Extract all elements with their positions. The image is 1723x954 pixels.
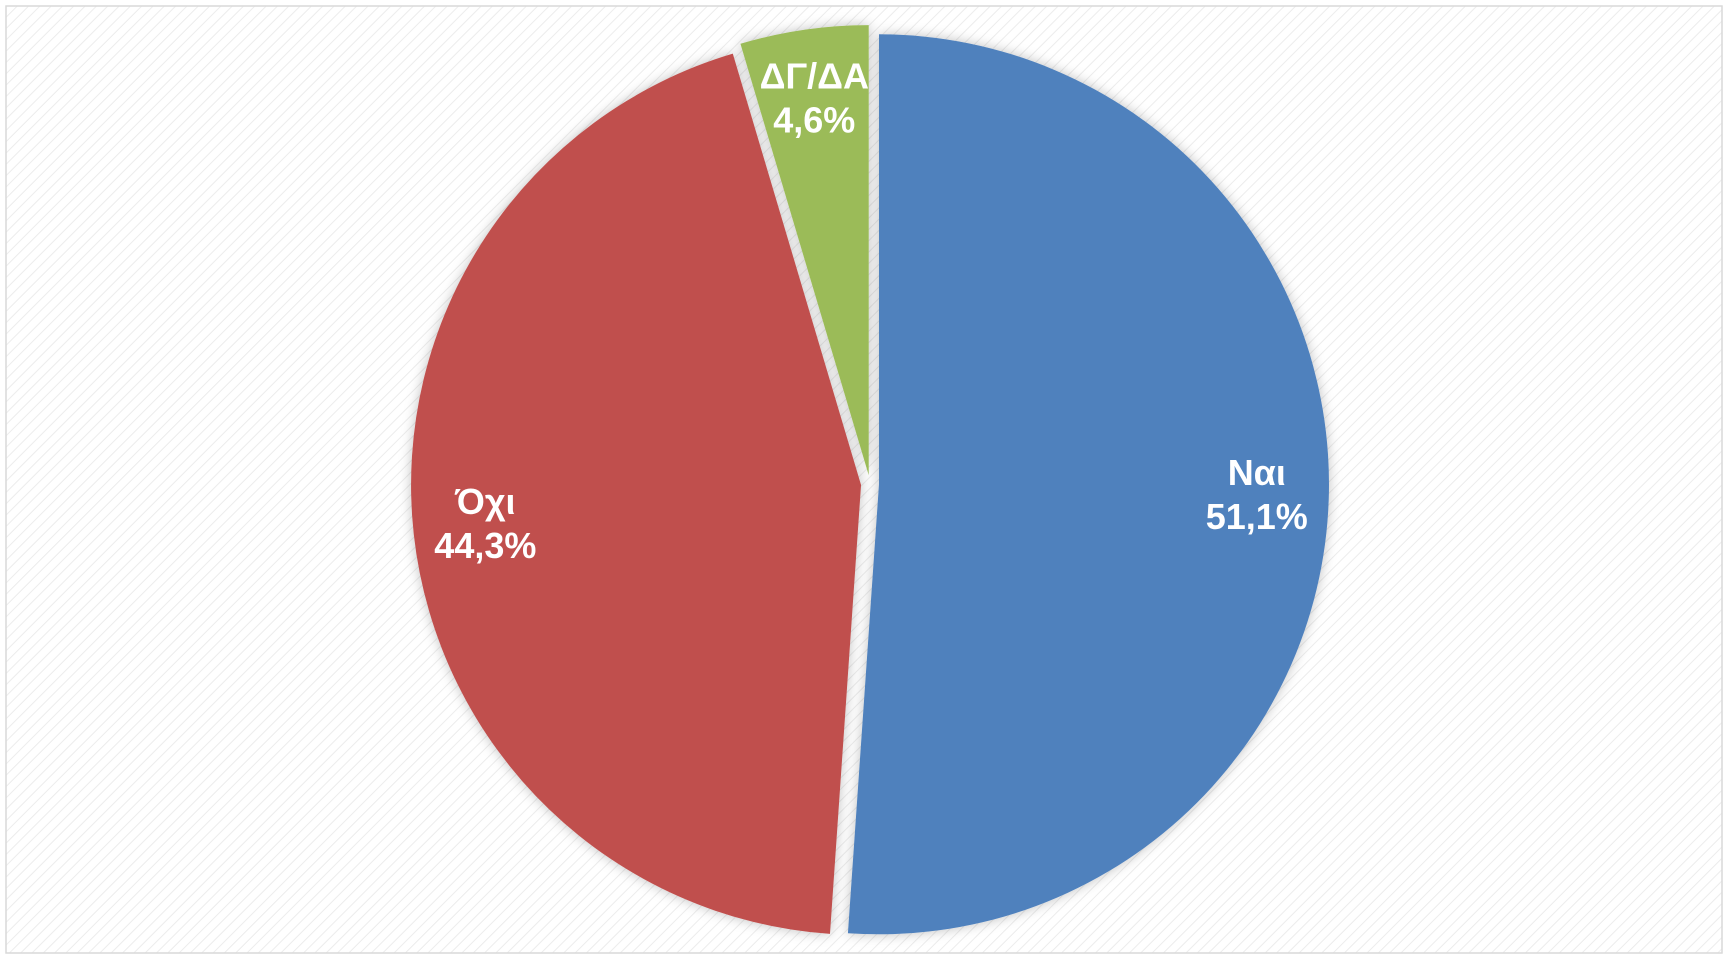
pie-slice: [740, 25, 869, 476]
slice-label: ΔΓ/ΔΑ: [760, 56, 869, 97]
slice-value-label: 4,6%: [773, 100, 855, 141]
slice-value-label: 44,3%: [434, 525, 536, 566]
pie-slice: [847, 34, 1329, 935]
slice-label: Όχι: [454, 481, 515, 522]
pie-slice: [411, 53, 862, 934]
slice-label: Ναι: [1228, 452, 1286, 493]
pie: [411, 25, 1329, 935]
slice-value-label: 51,1%: [1206, 496, 1308, 537]
